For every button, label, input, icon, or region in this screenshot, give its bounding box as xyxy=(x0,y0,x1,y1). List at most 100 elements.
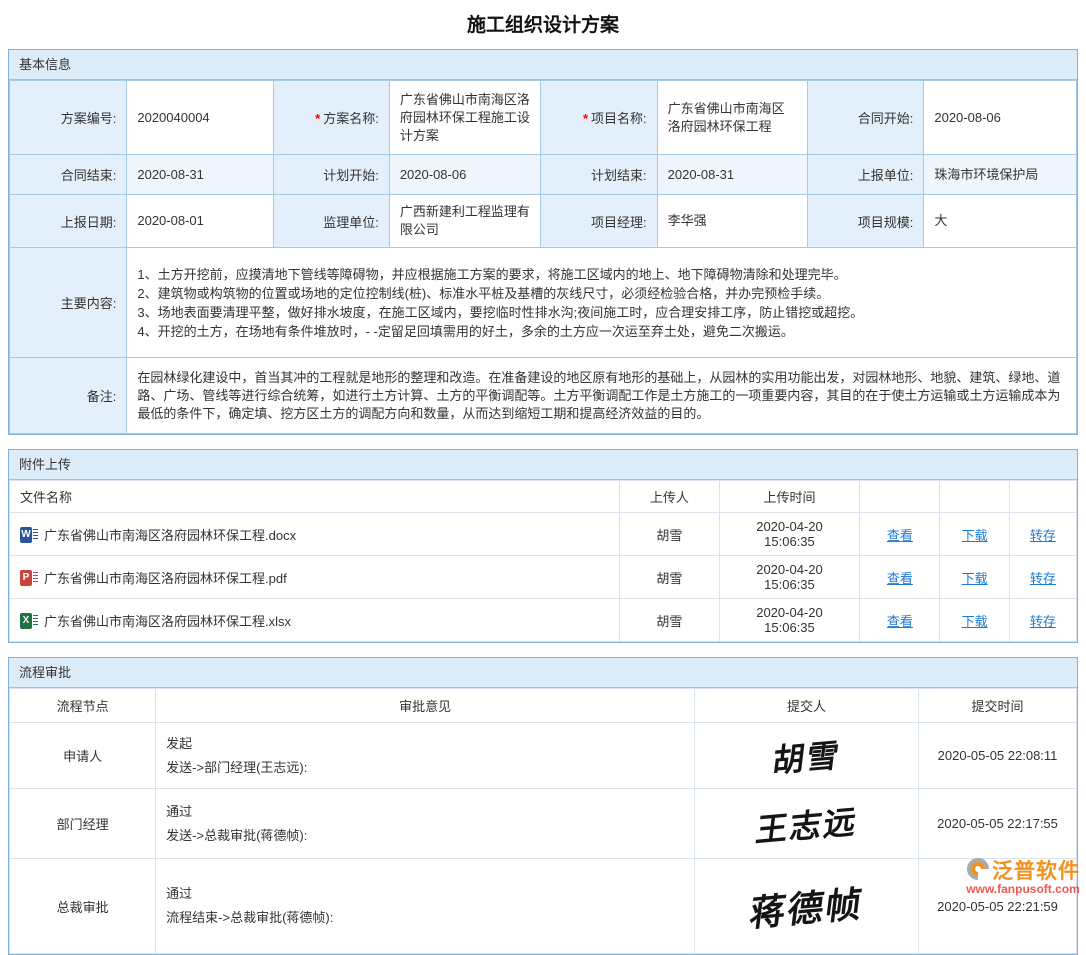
field-label-plan-no: 方案编号: xyxy=(8,80,128,155)
field-value-remark: 在园林绿化建设中，首当其冲的工程就是地形的整理和改造。在准备建设的地区原有地形的… xyxy=(126,357,1077,434)
field-value-plan-name: 广东省佛山市南海区洛府园林环保工程施工设计方案 xyxy=(388,80,542,155)
col-header-upload-time: 上传时间 xyxy=(718,480,861,513)
field-value-project-scale: 大 xyxy=(923,194,1077,248)
col-header-opinion: 审批意见 xyxy=(155,688,696,723)
flow-node: 部门经理 xyxy=(8,788,157,859)
approval-row: 申请人 发起 发送->部门经理(王志远): 胡雪 2020-05-05 22:0… xyxy=(8,722,1077,789)
field-label-contract-end: 合同结束: xyxy=(8,154,128,195)
main-content-row: 主要内容: 1、土方开挖前，应摸清地下管线等障碍物，并应根据施工方案的要求，将施… xyxy=(8,247,1077,358)
approval-header-row: 流程节点 审批意见 提交人 提交时间 xyxy=(8,688,1077,723)
col-header-flow-node: 流程节点 xyxy=(8,688,157,723)
attachment-file-name: P 广东省佛山市南海区洛府园林环保工程.pdf xyxy=(8,555,621,599)
col-header-file-name: 文件名称 xyxy=(8,480,621,513)
field-label-plan-end: 计划结束: xyxy=(540,154,658,195)
approval-row: 部门经理 通过 发送->总裁审批(蒋德帧): 王志远 2020-05-05 22… xyxy=(8,788,1077,859)
attachments-header-row: 文件名称 上传人 上传时间 xyxy=(8,480,1078,513)
save-as-link[interactable]: 转存 xyxy=(1029,570,1056,586)
basic-info-row-2: 合同结束: 2020-08-31 计划开始: 2020-08-06 计划结束: … xyxy=(8,154,1077,195)
attachments-section-title: 附件上传 xyxy=(9,450,1077,480)
word-file-icon: W xyxy=(20,526,38,543)
field-label-project-scale: 项目规模: xyxy=(807,194,925,248)
col-header-action-2 xyxy=(939,480,1010,513)
required-star: * xyxy=(582,111,588,126)
download-link[interactable]: 下载 xyxy=(961,570,988,586)
approval-section-title: 流程审批 xyxy=(9,658,1077,688)
save-as-link[interactable]: 转存 xyxy=(1029,527,1056,543)
field-label-report-unit: 上报单位: xyxy=(807,154,925,195)
field-value-project-manager: 李华强 xyxy=(656,194,809,248)
col-header-submit-time: 提交时间 xyxy=(918,688,1077,723)
attachment-upload-time: 2020-04-20 15:06:35 xyxy=(718,598,861,642)
field-value-plan-start: 2020-08-06 xyxy=(388,154,542,195)
field-label-plan-start: 计划开始: xyxy=(272,154,390,195)
approval-opinion: 通过 流程结束->总裁审批(蒋德帧): xyxy=(155,858,696,954)
field-label-remark: 备注: xyxy=(8,357,128,434)
main-content-line: 1、土方开挖前，应摸清地下管线等障碍物，并应根据施工方案的要求，将施工区域内的地… xyxy=(137,266,847,282)
signature-handwriting: 蒋德帧 xyxy=(746,882,866,935)
main-content-line: 4、开挖的土方，在场地有条件堆放时，- -定留足回填需用的好土，多余的土方应一次… xyxy=(137,323,794,339)
signature-handwriting: 胡雪 xyxy=(770,736,843,779)
field-label-project-manager: 项目经理: xyxy=(540,194,658,248)
basic-info-grid: 方案编号: 2020040004 * 方案名称: 广东省佛山市南海区洛府园林环保工… xyxy=(8,80,1077,434)
field-label-supervisor-unit: 监理单位: xyxy=(272,194,390,248)
excel-file-icon: X xyxy=(20,612,38,629)
attachment-row: P 广东省佛山市南海区洛府园林环保工程.pdf 胡雪 2020-04-20 15:… xyxy=(8,555,1078,599)
field-value-contract-start: 2020-08-06 xyxy=(923,80,1077,155)
field-value-report-unit: 珠海市环境保护局 xyxy=(923,154,1077,195)
submitter-signature: 胡雪 xyxy=(694,722,920,789)
attachment-file-name: X 广东省佛山市南海区洛府园林环保工程.xlsx xyxy=(8,598,621,642)
save-as-link[interactable]: 转存 xyxy=(1029,613,1056,629)
col-header-uploader: 上传人 xyxy=(619,480,720,513)
approval-section: 流程审批 流程节点 审批意见 提交人 提交时间 申请人 发起 发送->部门经理(… xyxy=(8,657,1078,955)
col-header-action-1 xyxy=(859,480,941,513)
approval-row: 总裁审批 通过 流程结束->总裁审批(蒋德帧): 蒋德帧 2020-05-05 … xyxy=(8,858,1077,954)
field-label-main-content: 主要内容: xyxy=(8,247,128,358)
attachment-row: X 广东省佛山市南海区洛府园林环保工程.xlsx 胡雪 2020-04-20 15… xyxy=(8,598,1078,642)
field-value-contract-end: 2020-08-31 xyxy=(126,154,274,195)
attachment-upload-time: 2020-04-20 15:06:35 xyxy=(718,512,861,556)
pdf-file-icon: P xyxy=(20,569,38,586)
col-header-action-3 xyxy=(1008,480,1078,513)
submit-time: 2020-05-05 22:21:59 xyxy=(918,858,1077,954)
field-value-report-date: 2020-08-01 xyxy=(126,194,274,248)
basic-info-section-title: 基本信息 xyxy=(9,50,1077,80)
attachment-file-name: W 广东省佛山市南海区洛府园林环保工程.docx xyxy=(8,512,621,556)
attachment-uploader: 胡雪 xyxy=(619,555,720,599)
attachment-uploader: 胡雪 xyxy=(619,598,720,642)
col-header-submitter: 提交人 xyxy=(694,688,920,723)
field-value-plan-end: 2020-08-31 xyxy=(656,154,809,195)
download-link[interactable]: 下载 xyxy=(961,613,988,629)
signature-handwriting: 王志远 xyxy=(753,802,860,849)
attachments-section: 附件上传 文件名称 上传人 上传时间 W 广东省佛山市南海区洛府园林环保工程.do… xyxy=(8,449,1078,643)
page-title: 施工组织设计方案 xyxy=(466,15,619,36)
attachment-row: W 广东省佛山市南海区洛府园林环保工程.docx 胡雪 2020-04-20 15… xyxy=(8,512,1078,556)
main-content-line: 2、建筑物或构筑物的位置或场地的定位控制线(桩)、标准水平桩及基槽的灰线尺寸，必… xyxy=(137,285,830,301)
submit-time: 2020-05-05 22:08:11 xyxy=(918,722,1077,789)
field-value-project-name: 广东省佛山市南海区洛府园林环保工程 xyxy=(656,80,809,155)
view-link[interactable]: 查看 xyxy=(886,613,913,629)
attachment-uploader: 胡雪 xyxy=(619,512,720,556)
view-link[interactable]: 查看 xyxy=(886,570,913,586)
remark-row: 备注: 在园林绿化建设中，首当其冲的工程就是地形的整理和改造。在准备建设的地区原… xyxy=(8,357,1077,434)
submitter-signature: 王志远 xyxy=(694,788,920,859)
attachment-upload-time: 2020-04-20 15:06:35 xyxy=(718,555,861,599)
flow-node: 总裁审批 xyxy=(8,858,157,954)
field-value-plan-no: 2020040004 xyxy=(126,80,274,155)
download-link[interactable]: 下载 xyxy=(961,527,988,543)
approval-opinion: 通过 发送->总裁审批(蒋德帧): xyxy=(155,788,696,859)
attachments-table: 文件名称 上传人 上传时间 W 广东省佛山市南海区洛府园林环保工程.docx 胡雪… xyxy=(8,480,1078,642)
submitter-signature: 蒋德帧 xyxy=(694,858,920,954)
field-value-supervisor-unit: 广西新建利工程监理有限公司 xyxy=(388,194,542,248)
approval-table: 流程节点 审批意见 提交人 提交时间 申请人 发起 发送->部门经理(王志远):… xyxy=(8,688,1077,954)
required-star: * xyxy=(315,111,321,126)
field-label-report-date: 上报日期: xyxy=(8,194,128,248)
main-content-line: 3、场地表面要清理平整，做好排水坡度，在施工区域内，要挖临时性排水沟;夜间施工时… xyxy=(137,304,864,320)
basic-info-section: 基本信息 方案编号: 2020040004 * 方案名称: 广东省佛山市南海区洛府… xyxy=(8,49,1078,435)
view-link[interactable]: 查看 xyxy=(886,527,913,543)
field-value-main-content: 1、土方开挖前，应摸清地下管线等障碍物，并应根据施工方案的要求，将施工区域内的地… xyxy=(126,247,1077,358)
basic-info-row-1: 方案编号: 2020040004 * 方案名称: 广东省佛山市南海区洛府园林环保工… xyxy=(8,80,1077,155)
field-label-contract-start: 合同开始: xyxy=(807,80,925,155)
submit-time: 2020-05-05 22:17:55 xyxy=(918,788,1077,859)
basic-info-row-3: 上报日期: 2020-08-01 监理单位: 广西新建利工程监理有限公司 项目经… xyxy=(8,194,1077,248)
flow-node: 申请人 xyxy=(8,722,157,789)
